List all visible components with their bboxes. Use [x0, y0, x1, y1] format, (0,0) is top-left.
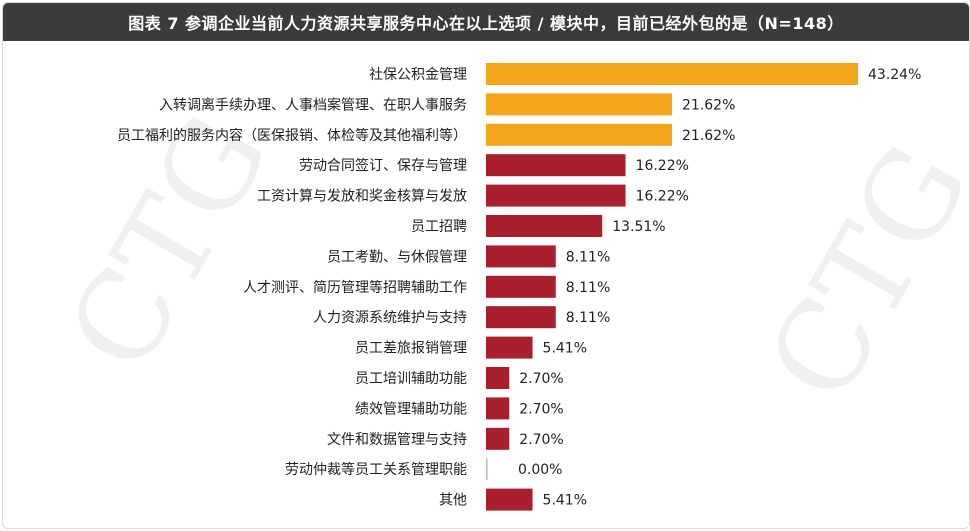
value-label: 5.41%: [543, 341, 587, 357]
bar: [486, 184, 626, 207]
value-label: 8.11%: [566, 249, 610, 265]
value-label: 2.70%: [519, 401, 563, 417]
category-label: 社保公积金管理: [369, 67, 467, 83]
bar: [486, 154, 626, 177]
bar: [486, 275, 556, 298]
value-label: 21.62%: [682, 97, 735, 113]
bar: [486, 93, 672, 116]
bar: [486, 458, 488, 481]
bar-chart: CTG CTG 社保公积金管理 43.24%入转调离手续办理、人事档案管理、在职人…: [42, 63, 969, 511]
value-label: 16.22%: [636, 189, 689, 205]
value-label: 21.62%: [682, 128, 735, 144]
bar: [486, 245, 556, 268]
category-label: 人力资源系统维护与支持: [313, 310, 467, 326]
bar: [486, 488, 533, 511]
value-label: 8.11%: [566, 310, 610, 326]
category-label: 入转调离手续办理、人事档案管理、在职人事服务: [159, 96, 467, 113]
value-label: 16.22%: [636, 158, 689, 174]
value-label: 0.00%: [518, 462, 562, 478]
category-label: 劳动合同签订、保存与管理: [299, 157, 467, 174]
category-label: 员工考勤、与休假管理: [327, 249, 467, 265]
value-label: 13.51%: [612, 219, 665, 235]
category-label: 员工招聘: [411, 219, 467, 235]
bar: [486, 63, 858, 85]
bar: [486, 123, 672, 146]
bar: [486, 427, 510, 450]
bar: [486, 367, 510, 389]
category-label: 工资计算与发放和奖金核算与发放: [257, 188, 467, 205]
category-label: 员工培训辅助功能: [355, 371, 467, 387]
value-label: 43.24%: [868, 67, 921, 83]
category-label: 员工福利的服务内容（医保报销、体检等及其他福利等）: [117, 127, 467, 144]
category-label: 文件和数据管理与支持: [327, 432, 467, 448]
category-label: 其他: [439, 493, 467, 509]
chart-title: 图表 7 参调企业当前人力资源共享服务中心在以上选项 / 模块中，目前已经外包的…: [3, 3, 969, 41]
category-label: 劳动仲裁等员工关系管理职能: [285, 461, 467, 478]
bar: [486, 306, 556, 329]
svg-text:CTG: CTG: [742, 122, 969, 423]
category-label: 绩效管理辅助功能: [355, 401, 467, 417]
value-label: 2.70%: [519, 432, 563, 448]
bar: [486, 336, 533, 359]
value-label: 8.11%: [566, 280, 610, 296]
value-label: 2.70%: [519, 371, 563, 387]
bar: [486, 215, 603, 237]
bar: [486, 397, 510, 420]
category-label: 人才测评、简历管理等招聘辅助工作: [243, 279, 467, 296]
category-label: 员工差旅报销管理: [355, 341, 467, 357]
value-label: 5.41%: [543, 493, 587, 509]
